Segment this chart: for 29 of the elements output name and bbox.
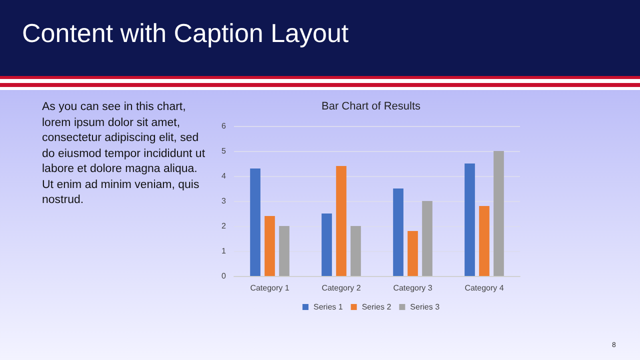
bar (422, 201, 432, 276)
x-tick-label: Category 1 (250, 284, 290, 292)
bar (393, 188, 404, 276)
x-tick-label: Category 4 (464, 284, 504, 292)
bar (408, 231, 418, 276)
y-tick-label: 5 (222, 146, 227, 156)
x-tick-label: Category 3 (393, 284, 433, 292)
x-tick-label: Category 2 (322, 284, 362, 292)
bar (479, 206, 490, 276)
y-tick-label: 2 (222, 222, 227, 230)
chart-subtitle: Bar Chart of Results (321, 100, 422, 112)
bar (494, 151, 504, 276)
legend-label: Series 2 (362, 302, 392, 312)
y-tick-label: 4 (222, 172, 227, 180)
legend-label: Series 3 (410, 302, 440, 312)
legend-label: Series 1 (313, 302, 344, 312)
bar (336, 166, 346, 276)
y-tick-label: 0 (222, 272, 227, 280)
bar (250, 168, 260, 276)
y-tick-label: 1 (222, 246, 227, 256)
bar (350, 226, 361, 276)
text: As you can see in this chart, lorem ipsum dolor sit amet, consectetur adipiscing elit, sed do eiusmod tempor incididunt ut labore et dolore magna aliqua. Ut enim ad minim veniam, quis nostrud. (42, 100, 206, 208)
y-tick-label: 6 (222, 122, 227, 130)
chart-title: Content with Caption Layout (22, 18, 349, 49)
bar (279, 226, 290, 276)
bar (464, 164, 475, 276)
bar (264, 216, 275, 276)
y-tick-label: 3 (222, 196, 227, 206)
bar (322, 214, 332, 276)
